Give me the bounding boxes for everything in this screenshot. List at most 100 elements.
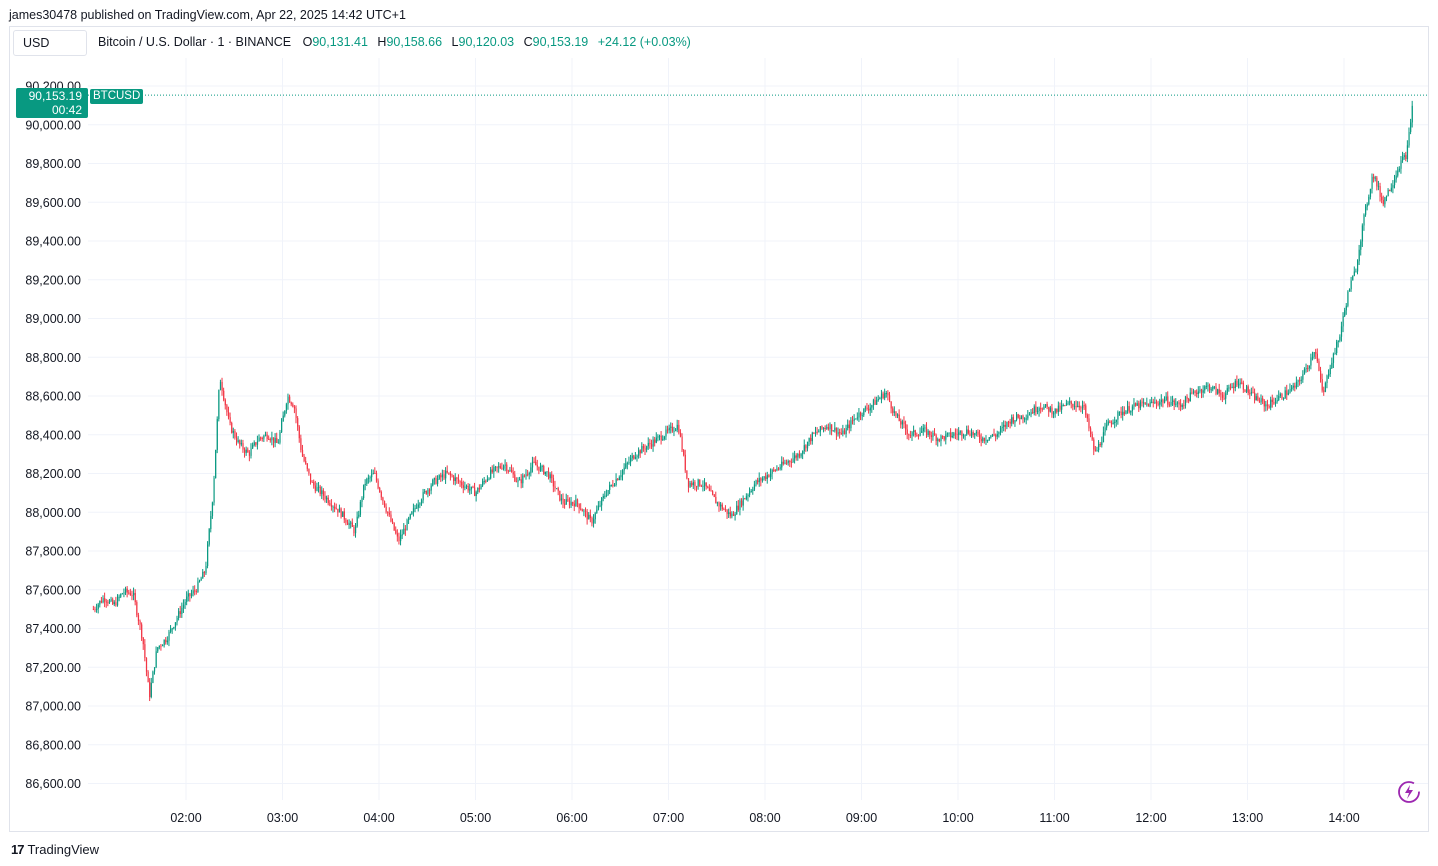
candle-down	[104, 598, 106, 602]
candle-up	[697, 479, 699, 487]
candle-down	[346, 522, 349, 525]
candle-up	[494, 466, 497, 468]
candle-up	[1292, 385, 1294, 388]
candle-up	[530, 467, 532, 474]
candle-up	[797, 454, 799, 458]
candle-up	[1104, 427, 1106, 433]
candle-up	[258, 437, 260, 442]
candle-up	[663, 436, 666, 439]
candle-down	[266, 434, 268, 440]
candle-down	[512, 472, 514, 475]
x-tick-label: 04:00	[363, 811, 394, 825]
candle-up	[665, 429, 667, 437]
candle-down	[1320, 370, 1322, 380]
candle-up	[625, 463, 627, 468]
candle-down	[535, 461, 537, 466]
candle-up	[596, 509, 598, 514]
candle-up	[232, 431, 234, 433]
candle-up	[1371, 176, 1373, 189]
candle-up	[646, 446, 648, 450]
candle-up	[1020, 415, 1023, 420]
candle-down	[301, 449, 304, 457]
candle-down	[1186, 396, 1188, 399]
candle-up	[108, 600, 111, 604]
candle-up	[623, 467, 625, 471]
candle-down	[523, 475, 526, 477]
candle-up	[210, 516, 212, 530]
candle-down	[705, 482, 707, 487]
candle-up	[493, 467, 495, 473]
candle-down	[1271, 399, 1273, 402]
candle-up	[668, 427, 670, 431]
candle-up	[1287, 392, 1290, 395]
candle-up	[620, 475, 622, 478]
candle-down	[467, 485, 469, 491]
candle-up	[605, 494, 608, 496]
candle-down	[392, 521, 394, 523]
candle-down	[203, 571, 206, 574]
lightning-icon[interactable]	[1396, 779, 1422, 805]
candle-up	[1310, 357, 1312, 366]
candle-up	[784, 462, 786, 464]
candle-up	[253, 442, 255, 446]
candle-down	[1099, 444, 1101, 446]
candle-down	[1318, 361, 1320, 371]
candle-down	[580, 508, 582, 510]
x-tick-label: 12:00	[1135, 811, 1166, 825]
candle-down	[92, 609, 95, 611]
candle-down	[520, 479, 522, 484]
candle-down	[684, 454, 686, 471]
candle-up	[858, 412, 860, 418]
candle-up	[736, 505, 738, 515]
candle-down	[308, 468, 310, 474]
tradingview-logo[interactable]: 17 TradingView	[11, 842, 99, 857]
candle-down	[94, 609, 96, 611]
open-value: 90,131.41	[312, 35, 368, 49]
candle-down	[1070, 401, 1072, 404]
candle-down	[925, 427, 928, 435]
candle-down	[1072, 403, 1074, 407]
candle-up	[1302, 374, 1304, 380]
candle-up	[1328, 374, 1330, 376]
candle-up	[877, 399, 879, 401]
candle-down	[149, 682, 151, 697]
currency-selector[interactable]: USD	[13, 30, 87, 56]
candle-up	[274, 438, 276, 443]
candle-down	[1173, 400, 1175, 405]
candle-up	[763, 476, 765, 479]
candle-up	[1176, 402, 1179, 404]
candle-up	[1368, 196, 1370, 205]
candle-up	[819, 426, 822, 432]
candle-up	[609, 485, 611, 490]
candle-up	[263, 435, 265, 439]
candle-up	[158, 645, 161, 648]
candle-down	[298, 426, 300, 439]
candle-up	[742, 498, 744, 506]
candle-up	[676, 424, 678, 430]
candle-up	[470, 486, 473, 490]
candle-up	[758, 478, 760, 483]
candle-up	[1028, 414, 1031, 416]
x-tick-label: 06:00	[556, 811, 587, 825]
candle-down	[231, 422, 233, 433]
candle-up	[350, 522, 352, 524]
candle-down	[496, 466, 498, 468]
candle-up	[433, 478, 436, 480]
candle-down	[1263, 400, 1265, 407]
candle-up	[1237, 384, 1240, 386]
candle-up	[966, 429, 968, 435]
candle-down	[134, 592, 136, 603]
candle-up	[441, 474, 444, 478]
candle-up	[166, 640, 169, 643]
candle-down	[239, 440, 241, 445]
candle-up	[570, 502, 572, 506]
candle-down	[687, 478, 690, 487]
candle-up	[412, 508, 415, 512]
candle-down	[1196, 392, 1198, 395]
candle-down	[765, 476, 767, 479]
candle-down	[425, 491, 427, 494]
candle-up	[1192, 391, 1195, 393]
candle-down	[1188, 398, 1190, 402]
candle-down	[435, 478, 437, 484]
